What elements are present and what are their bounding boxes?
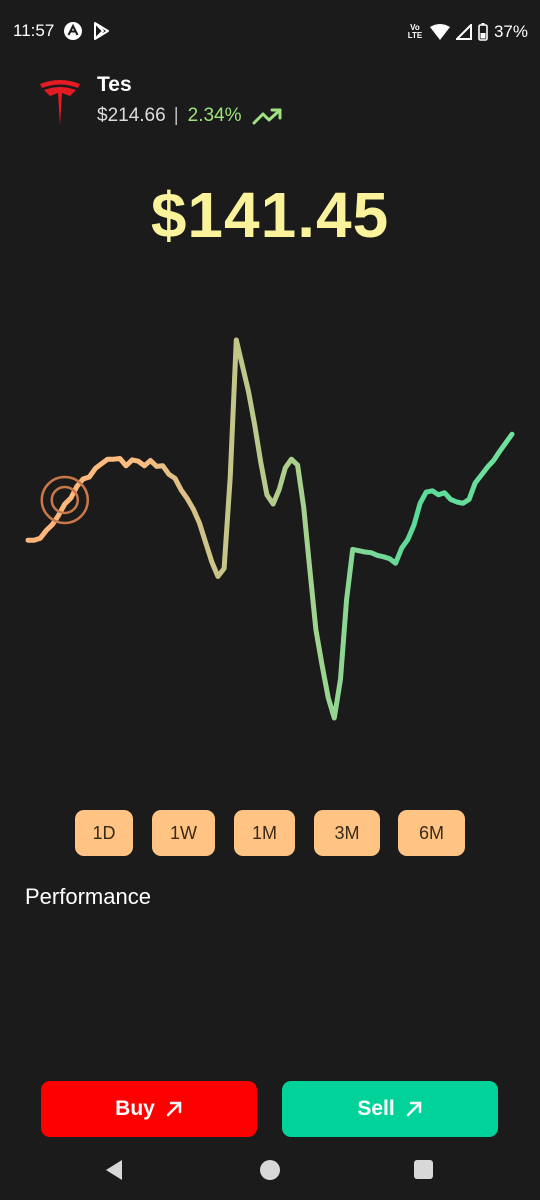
app-notification-icon [64,22,82,40]
play-store-icon [94,22,109,40]
timeframe-tab-1d[interactable]: 1D [75,810,133,856]
volte-indicator: Vo LTE [407,23,423,40]
price-summary: $214.66 | 2.34% [97,105,284,127]
timeframe-selector: 1D 1W 1M 3M 6M [0,810,540,856]
status-time: 11:57 [13,21,55,40]
battery-percent: 37% [493,22,528,41]
recents-icon[interactable] [414,1160,433,1179]
trending-up-icon [252,108,281,125]
home-icon[interactable] [260,1160,280,1180]
change-percent: 2.34% [187,105,242,126]
performance-heading: Performance [25,884,151,909]
price-line [25,337,515,721]
current-price: $141.45 [150,179,390,251]
previous-price: $214.66 [97,105,166,126]
tesla-logo-icon [40,80,80,126]
arrow-up-right-icon [166,1101,182,1117]
stock-header: Tes $214.66 | 2.34% [0,62,540,142]
stock-name: Tes [97,73,132,96]
timeframe-tab-1m[interactable]: 1M [234,810,295,856]
battery-icon [478,23,488,41]
wifi-icon [429,24,450,40]
arrow-up-right-icon [406,1101,421,1117]
timeframe-tab-1w[interactable]: 1W [152,810,215,856]
buy-label: Buy [115,1097,155,1120]
back-icon[interactable] [104,1159,124,1181]
buy-button[interactable]: Buy [41,1081,257,1137]
timeframe-tab-3m[interactable]: 3M [314,810,380,856]
status-bar: 11:57 Vo LTE 37% [0,0,540,62]
timeframe-tab-6m[interactable]: 6M [398,810,465,856]
cellular-signal-icon [455,24,472,40]
price-divider: | [173,105,179,126]
status-indicators: Vo LTE 37% [406,21,528,43]
sell-button[interactable]: Sell [282,1081,498,1137]
chart-scrub-marker[interactable] [40,475,90,525]
sell-label: Sell [357,1097,395,1120]
system-nav-bar [0,1140,540,1200]
price-chart[interactable] [0,300,540,760]
